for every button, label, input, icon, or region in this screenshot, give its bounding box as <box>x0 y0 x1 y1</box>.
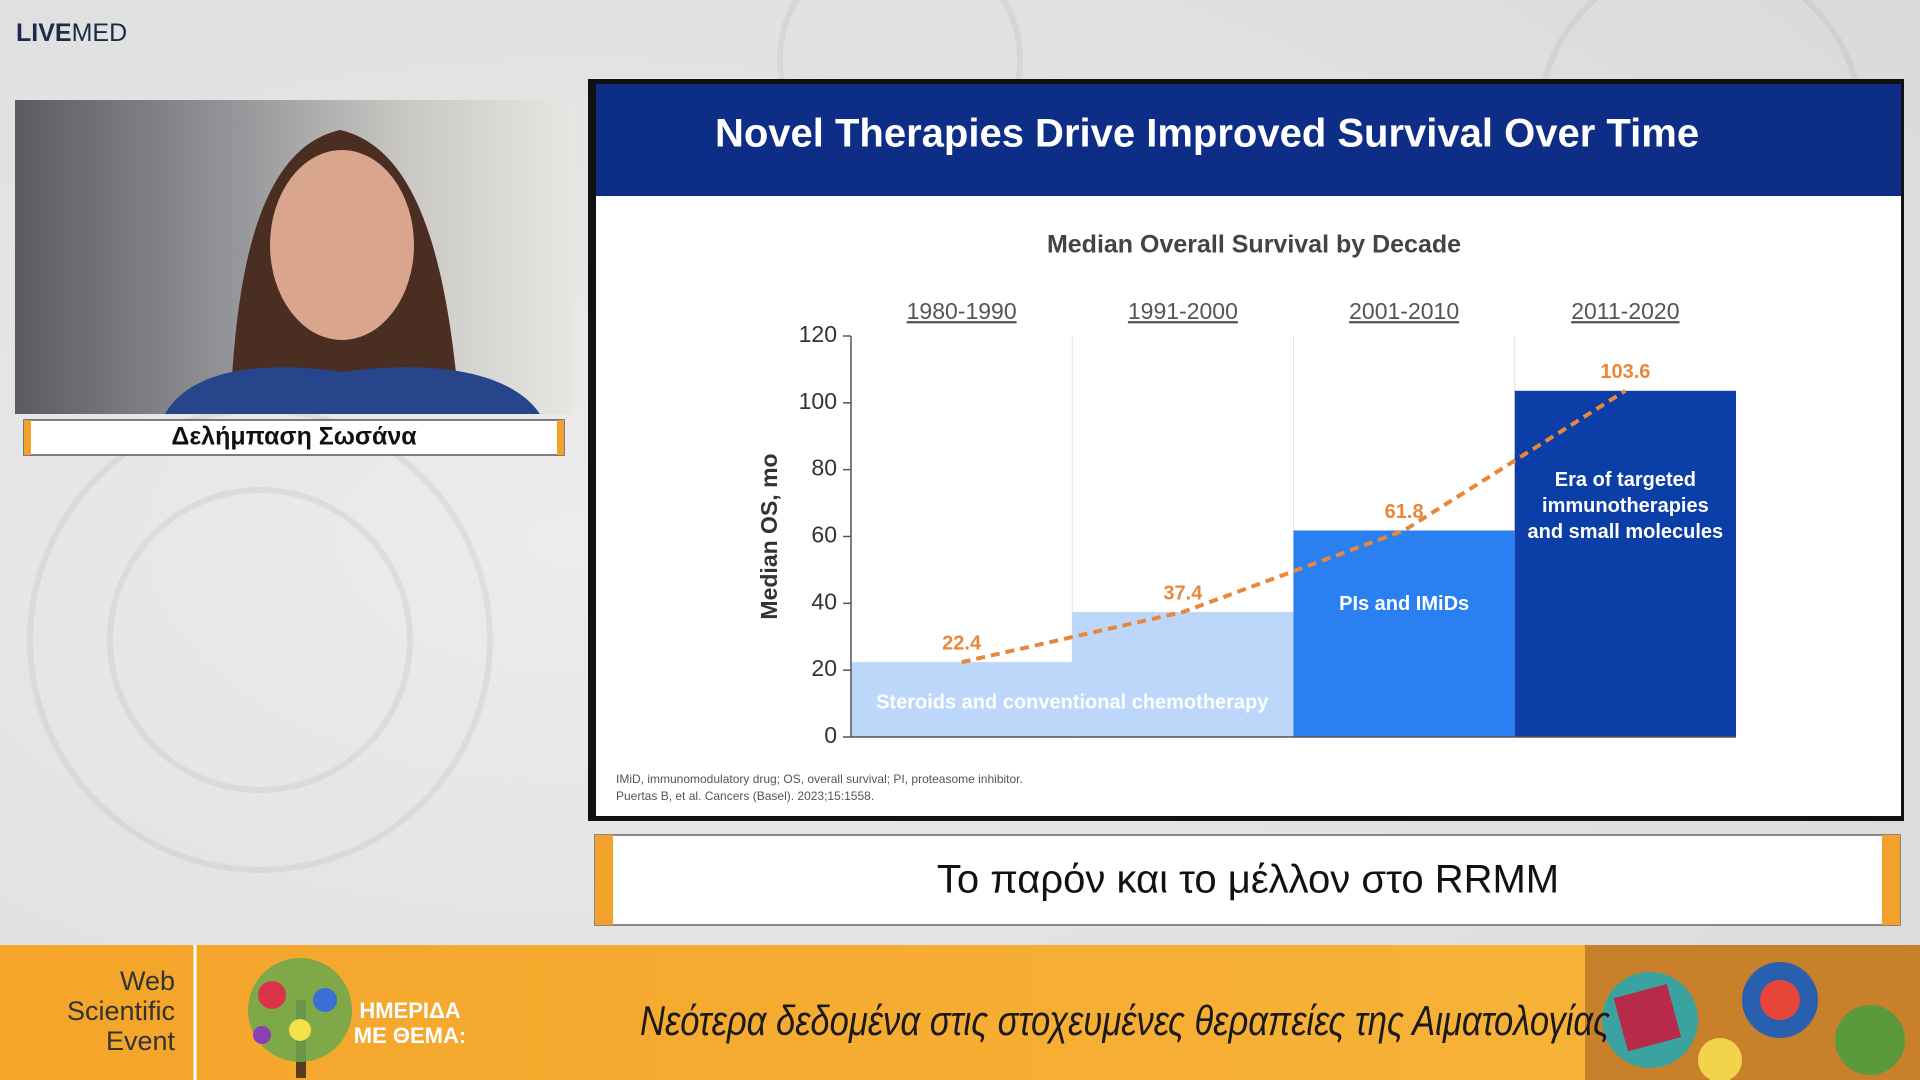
bar <box>1293 530 1515 737</box>
annotation: PIs and IMiDs <box>1339 593 1469 615</box>
annotation: Era of targeted <box>1555 469 1696 491</box>
x-tick-label: 2001-2010 <box>1349 298 1459 324</box>
annotation: and small molecules <box>1528 521 1724 543</box>
value-label: 103.6 <box>1600 361 1650 383</box>
bar <box>851 662 1073 737</box>
banner-label: ΗΜΕΡΙΔΑ <box>359 998 460 1023</box>
banner-label: ΜΕ ΘΕΜΑ: <box>354 1023 466 1048</box>
y-tick-label: 60 <box>811 522 837 548</box>
logo-light: MED <box>72 19 128 47</box>
pattern-art <box>1585 945 1920 1080</box>
logo: LIVEMED <box>16 19 127 47</box>
name-bar-accent <box>24 420 31 455</box>
value-label: 61.8 <box>1385 501 1424 523</box>
x-tick-label: 2011-2020 <box>1571 298 1679 324</box>
name-bar-accent <box>557 420 564 455</box>
y-tick-label: 80 <box>811 455 837 481</box>
speaker-video <box>15 100 573 414</box>
chart-title: Median Overall Survival by Decade <box>1047 231 1461 259</box>
value-label: 37.4 <box>1163 582 1203 604</box>
slide: Novel Therapies Drive Improved Survival … <box>588 79 1904 821</box>
annotation: Steroids and conventional chemotherapy <box>876 691 1269 713</box>
bar <box>1514 390 1736 737</box>
banner-event: Scientific <box>67 996 175 1026</box>
annotation: immunotherapies <box>1542 495 1709 517</box>
slide-header <box>596 84 1901 196</box>
footnote: Puertas B, et al. Cancers (Basel). 2023;… <box>616 789 874 803</box>
face <box>270 150 414 340</box>
value-label: 22.4 <box>942 632 982 654</box>
x-tick-label: 1991-2000 <box>1128 298 1238 324</box>
caption-accent <box>1882 835 1900 925</box>
y-axis-label: Median OS, mo <box>756 453 782 619</box>
y-tick-label: 40 <box>811 588 837 614</box>
y-tick-label: 120 <box>799 321 837 347</box>
footnote: IMiD, immunomodulatory drug; OS, overall… <box>616 772 1023 786</box>
banner-event: Web <box>120 966 175 996</box>
caption-accent <box>595 835 613 925</box>
banner: ΗΜΕΡΙΔΑ ΜΕ ΘΕΜΑ: Νεότερα δεδομένα στις σ… <box>0 945 1920 1080</box>
speaker-name: Δελήμπαση Σωσάνα <box>171 423 417 451</box>
y-tick-label: 100 <box>799 388 837 414</box>
trend-line <box>961 389 1627 665</box>
caption: Το παρόν και το μέλλον στο RRMM <box>937 858 1559 902</box>
shirt <box>165 367 540 414</box>
y-tick-label: 20 <box>811 655 837 681</box>
banner-theme: Νεότερα δεδομένα στις στοχευμένες θεραπε… <box>640 997 1610 1044</box>
tree-art <box>248 958 352 1078</box>
x-tick-label: 1980-1990 <box>907 298 1017 324</box>
slide-title: Novel Therapies Drive Improved Survival … <box>715 112 1699 156</box>
banner-event: Event <box>106 1026 176 1056</box>
logo-bold: LIVE <box>16 19 72 47</box>
y-tick-label: 0 <box>824 722 837 748</box>
caption-box <box>594 834 1901 926</box>
bar <box>1072 612 1294 737</box>
